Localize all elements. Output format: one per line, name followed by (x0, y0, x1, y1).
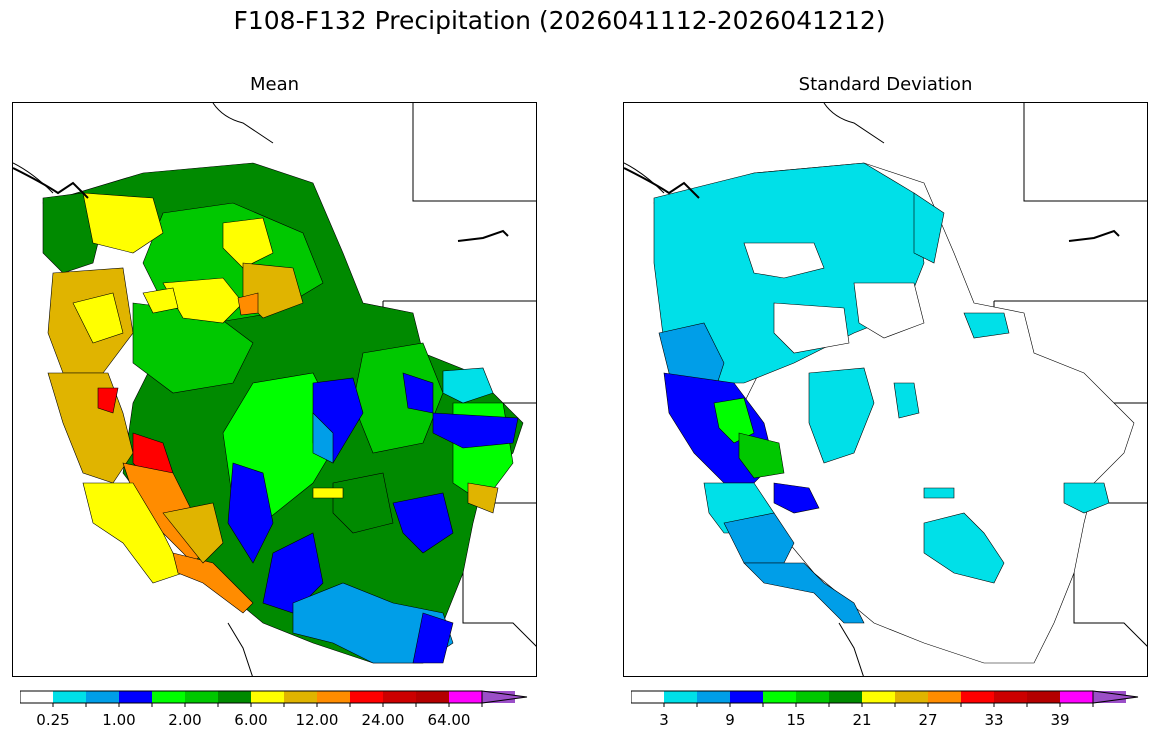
mean-panel-title: Mean (249, 74, 300, 95)
colorbar-tick-label: 27 (918, 711, 938, 729)
colorbar-segment (829, 691, 862, 703)
colorbar-segment (416, 691, 449, 703)
colorbar-segment (383, 691, 416, 703)
std-panel-title: Standard Deviation (798, 74, 973, 95)
mean-colorbar-svg (19, 690, 528, 707)
colorbar-segment (796, 691, 829, 703)
colorbar-segment (86, 691, 119, 703)
colorbar-segment (928, 691, 961, 703)
colorbar-segment (350, 691, 383, 703)
colorbar-segment (119, 691, 152, 703)
std-map-svg (624, 103, 1147, 676)
colorbar-tick-label: 64.00 (427, 711, 471, 729)
colorbar-segment (185, 691, 218, 703)
mean-map-svg (13, 103, 536, 676)
mean-precipitation-map (12, 102, 537, 677)
colorbar-segment (994, 691, 1027, 703)
colorbar-extend-arrow (1092, 690, 1139, 704)
colorbar-tick-label: 3 (659, 711, 669, 729)
mean-coastline (13, 167, 509, 242)
colorbar-segment (1027, 691, 1060, 703)
mean-colorbar (19, 688, 535, 712)
colorbar-segment (152, 691, 185, 703)
colorbar-segment (251, 691, 284, 703)
colorbar-segment (20, 691, 53, 703)
std-precipitation-map (623, 102, 1148, 677)
colorbar-segment (317, 691, 350, 703)
colorbar-segment (961, 691, 994, 703)
colorbar-tick-label: 0.25 (36, 711, 70, 729)
colorbar-tick-label: 33 (984, 711, 1004, 729)
std-coastline (624, 167, 1120, 242)
colorbar-segment (218, 691, 251, 703)
colorbar-segment (449, 691, 482, 703)
colorbar-tick-label: 21 (852, 711, 872, 729)
std-colorbar-svg (630, 690, 1139, 707)
colorbar-tick-label: 2.00 (168, 711, 202, 729)
colorbar-tick-label: 6.00 (234, 711, 268, 729)
colorbar-segment (895, 691, 928, 703)
colorbar-segment (697, 691, 730, 703)
colorbar-tick-label: 9 (725, 711, 735, 729)
colorbar-extend-arrow (481, 690, 528, 704)
colorbar-segment (284, 691, 317, 703)
colorbar-segment (1060, 691, 1093, 703)
colorbar-segment (53, 691, 86, 703)
std-basin-fills (653, 162, 1135, 664)
colorbar-tick-label: 15 (786, 711, 806, 729)
colorbar-tick-label: 24.00 (361, 711, 405, 729)
mean-basin-fills (42, 162, 524, 664)
colorbar-tick-label: 39 (1050, 711, 1070, 729)
colorbar-segment (730, 691, 763, 703)
colorbar-segment (862, 691, 895, 703)
figure-title: F108-F132 Precipitation (2026041112-2026… (233, 6, 886, 35)
colorbar-segment (631, 691, 664, 703)
colorbar-segment (763, 691, 796, 703)
colorbar-segment (664, 691, 697, 703)
std-colorbar (630, 688, 1146, 712)
colorbar-tick-label: 12.00 (295, 711, 339, 729)
colorbar-tick-label: 1.00 (102, 711, 136, 729)
